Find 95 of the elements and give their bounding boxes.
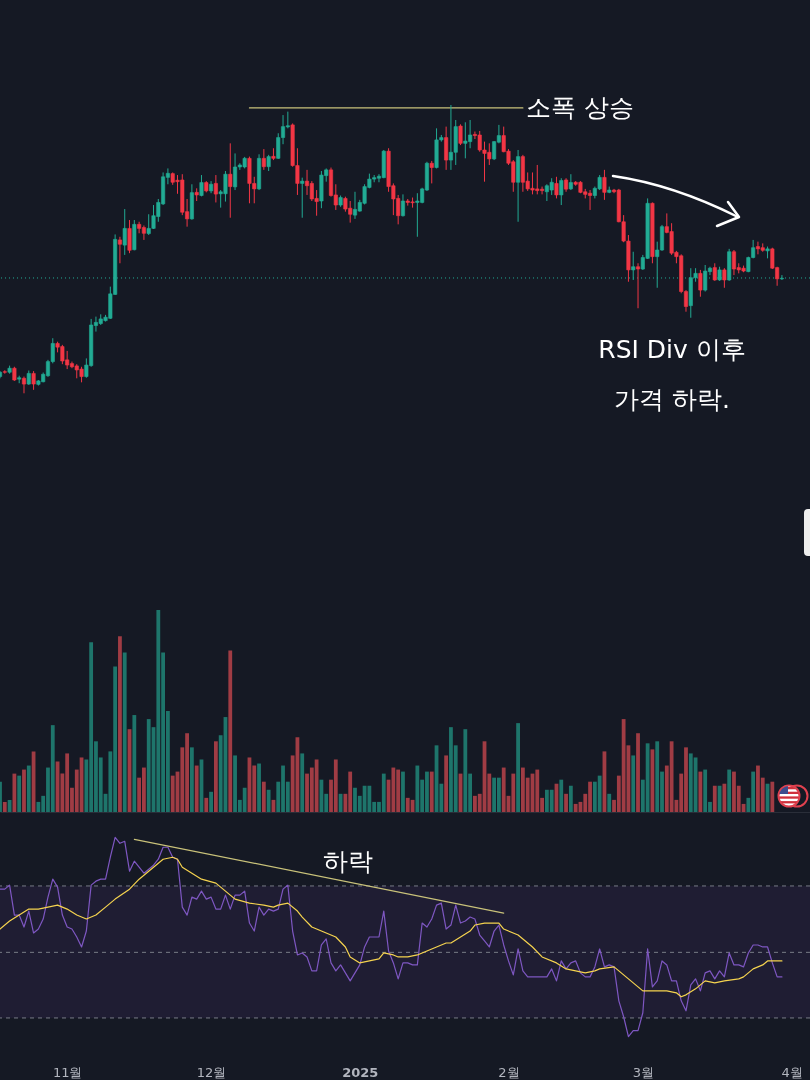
- annotation: 소폭 상승: [526, 93, 634, 122]
- bar: [669, 741, 674, 812]
- bar: [631, 755, 636, 812]
- candlestick: [554, 176, 559, 199]
- bar: [118, 636, 122, 812]
- bar: [655, 741, 660, 812]
- candlestick: [117, 236, 122, 264]
- bar: [209, 791, 213, 812]
- bar: [261, 781, 266, 812]
- bar: [573, 803, 578, 812]
- candlestick: [127, 219, 132, 254]
- bar: [12, 773, 17, 812]
- candlestick: [444, 126, 449, 171]
- bar: [189, 747, 194, 812]
- candlestick: [559, 177, 564, 206]
- bar: [242, 787, 247, 812]
- candlestick: [21, 376, 26, 394]
- bar: [391, 767, 396, 812]
- candlestick: [228, 142, 233, 219]
- bar: [22, 769, 26, 812]
- bar: [501, 767, 506, 812]
- candlestick: [602, 169, 607, 201]
- bar: [698, 771, 703, 812]
- bar: [194, 765, 199, 812]
- bar: [367, 785, 372, 812]
- bar: [156, 609, 161, 812]
- candlestick: [429, 160, 434, 184]
- candlestick: [458, 123, 463, 146]
- bar: [444, 755, 449, 812]
- bar: [170, 775, 175, 812]
- candlestick: [722, 267, 727, 289]
- x-tick-label: 12월: [196, 1065, 227, 1080]
- bar: [26, 765, 31, 812]
- candlestick: [137, 221, 142, 234]
- candlestick: [141, 225, 146, 241]
- bar: [405, 797, 410, 812]
- candlestick: [415, 192, 420, 238]
- x-tick-label: 11월: [52, 1065, 83, 1080]
- bar: [333, 759, 338, 812]
- candlestick: [636, 262, 641, 309]
- bar: [703, 769, 708, 812]
- candlestick: [233, 152, 238, 191]
- bar: [266, 789, 271, 812]
- candlestick: [568, 173, 573, 191]
- bar: [213, 741, 218, 812]
- x-tick-label: 4월: [781, 1065, 803, 1080]
- bar: [463, 728, 468, 812]
- bar: [429, 771, 434, 812]
- bar: [727, 769, 732, 812]
- bar: [314, 759, 319, 812]
- bar: [559, 779, 564, 812]
- candlestick: [122, 208, 127, 256]
- bar: [257, 763, 261, 812]
- bar: [516, 722, 520, 812]
- bar: [228, 650, 233, 812]
- bar: [381, 773, 386, 812]
- candlestick: [698, 269, 703, 298]
- candlestick: [305, 169, 310, 196]
- x-tick-label: 2월: [498, 1065, 520, 1080]
- bar: [122, 652, 127, 812]
- x-tick-label: 2025: [342, 1065, 379, 1080]
- bar: [688, 753, 693, 812]
- bar: [511, 773, 516, 812]
- bar: [300, 753, 305, 812]
- annotation: RSI Div 이후 가격 하락.: [598, 335, 746, 414]
- bar: [146, 718, 151, 812]
- candlestick: [631, 251, 636, 281]
- bar: [50, 724, 55, 812]
- bar: [645, 743, 650, 812]
- candlestick: [400, 193, 405, 218]
- bar: [621, 718, 626, 812]
- bar: [415, 765, 420, 812]
- bar: [564, 793, 568, 812]
- bar: [722, 783, 727, 812]
- candlestick: [300, 177, 305, 219]
- candlestick: [261, 148, 266, 171]
- bar: [492, 777, 497, 812]
- bar: [607, 793, 612, 812]
- bar: [597, 775, 602, 812]
- bar: [204, 797, 209, 812]
- bar: [17, 775, 22, 812]
- bar: [712, 785, 717, 812]
- bar: [535, 769, 540, 812]
- candlestick: [31, 370, 36, 391]
- candlestick: [213, 174, 218, 203]
- bar: [132, 714, 137, 812]
- bar: [568, 785, 573, 812]
- bar: [2, 801, 7, 812]
- bar: [549, 789, 554, 812]
- bar: [401, 771, 405, 812]
- x-tick-label: 3월: [632, 1065, 654, 1080]
- annotation: 하락: [323, 847, 373, 876]
- candlestick: [463, 121, 468, 159]
- bar: [770, 781, 775, 812]
- bar: [636, 733, 640, 812]
